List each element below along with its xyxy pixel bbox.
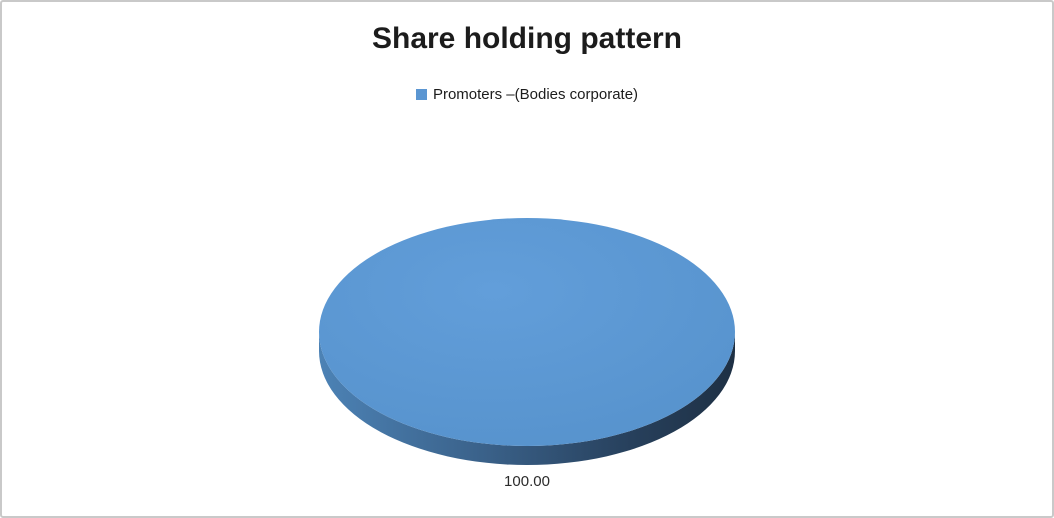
pie-data-label: 100.00 bbox=[504, 473, 550, 490]
legend: Promoters –(Bodies corporate) bbox=[2, 86, 1052, 103]
pie-rim bbox=[319, 332, 735, 465]
legend-marker-icon bbox=[415, 89, 427, 100]
pie-chart bbox=[296, 200, 758, 475]
legend-label: Promoters –(Bodies corporate) bbox=[432, 86, 639, 103]
chart-title: Share holding pattern bbox=[371, 22, 683, 55]
legend-item: Promoters –(Bodies corporate) bbox=[415, 86, 639, 103]
pie-slice-promoters bbox=[319, 218, 735, 446]
